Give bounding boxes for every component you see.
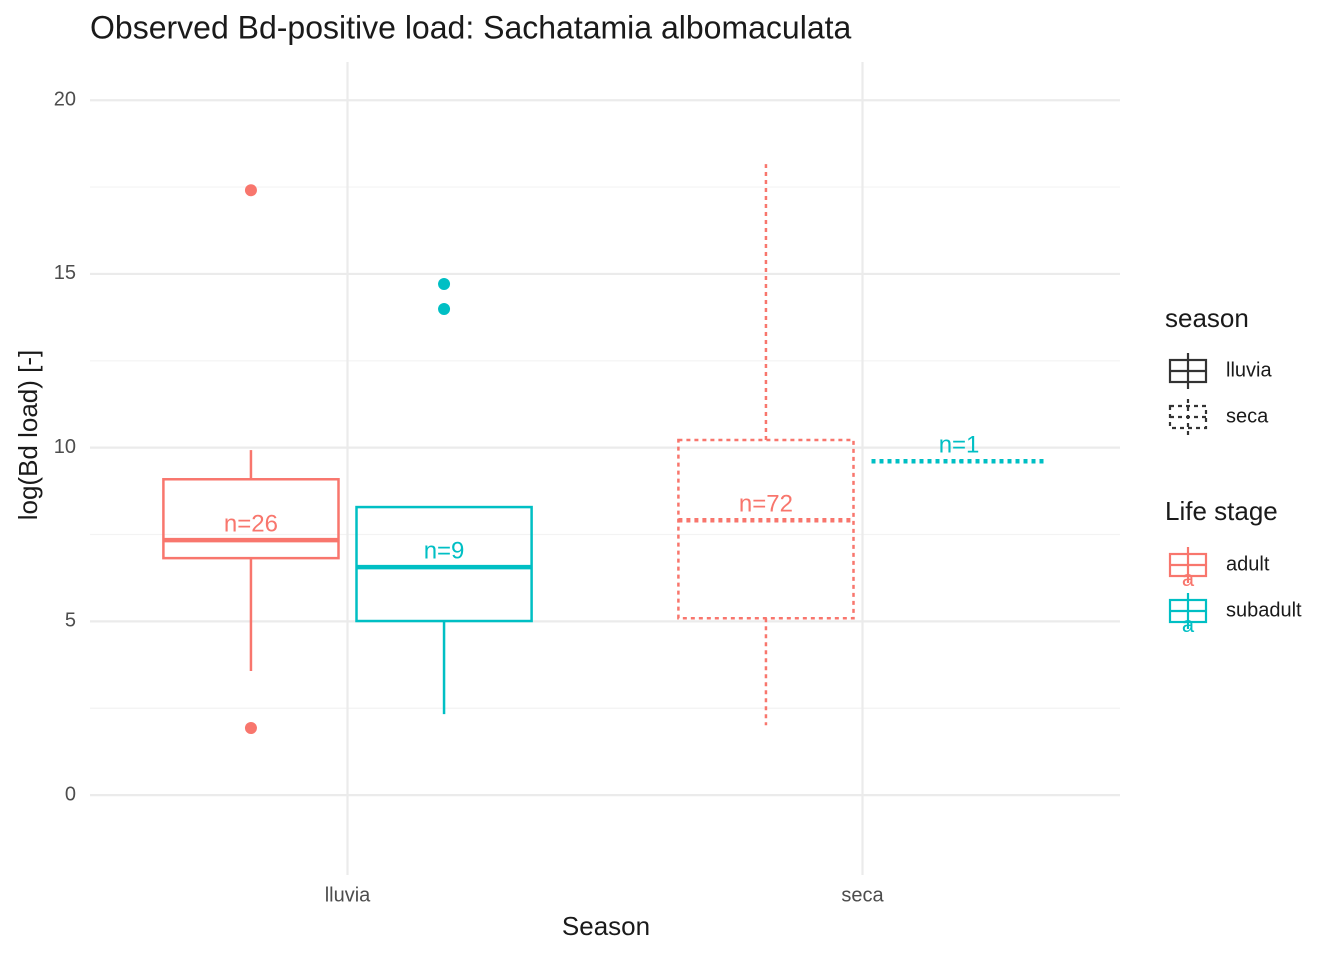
box-group: n=72 (677, 164, 855, 726)
legend-label: adult (1226, 553, 1270, 575)
box-group: n=26 (162, 184, 340, 735)
chart-title: Observed Bd-positive load: Sachatamia al… (90, 9, 852, 45)
box (355, 505, 533, 623)
count-label: n=26 (224, 510, 278, 537)
legend-item: a adult (1168, 547, 1270, 591)
legend-item: a subadult (1168, 593, 1302, 637)
box-group: n=1 (871, 432, 1047, 464)
legend-label: seca (1226, 405, 1269, 427)
x-tick-label: lluvia (325, 884, 371, 906)
outlier (244, 184, 257, 197)
legend-label: lluvia (1226, 359, 1272, 381)
legend-key-label: a (1182, 566, 1195, 591)
legend-item: lluvia (1168, 353, 1272, 389)
x-tick-label: seca (841, 884, 884, 906)
y-tick-label: 10 (54, 436, 76, 458)
y-tick-label: 5 (65, 610, 76, 632)
legend-item: seca (1168, 399, 1269, 435)
legend-label: subadult (1226, 599, 1302, 621)
x-axis-title: Season (562, 911, 650, 941)
outlier (438, 303, 451, 316)
outlier (438, 278, 451, 291)
count-label: n=72 (739, 491, 793, 518)
legend-title: season (1165, 303, 1249, 333)
y-tick-label: 15 (54, 262, 76, 284)
outlier (244, 722, 257, 735)
box-group: n=9 (355, 278, 533, 715)
grid (90, 62, 1120, 875)
legend-title: Life stage (1165, 496, 1278, 526)
legend-key-label: a (1182, 612, 1195, 637)
y-tick-label: 20 (54, 88, 76, 110)
count-label: n=9 (424, 538, 465, 565)
y-axis-title: log(Bd load) [-] (13, 350, 43, 521)
y-tick-label: 0 (65, 783, 76, 805)
box (677, 438, 855, 620)
box (162, 478, 340, 560)
count-label: n=1 (939, 432, 980, 459)
